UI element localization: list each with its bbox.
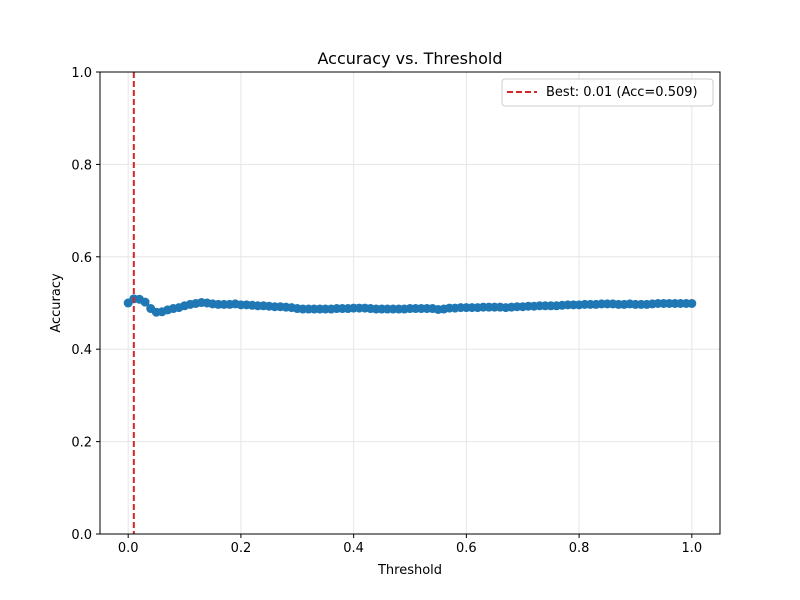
y-tick-label: 0.6	[71, 251, 92, 266]
x-tick-label: 0.6	[456, 541, 477, 556]
x-axis-label: Threshold	[377, 563, 442, 578]
plot-frame	[99, 71, 721, 535]
legend: Best: 0.01 (Acc=0.509)	[501, 78, 714, 107]
y-tick-label: 0.4	[71, 343, 92, 358]
tick-layer: 0.0 0.2 0.4 0.6 0.8 1.0 0.0 0.2 0.4 0.6 0.8 1.0	[71, 66, 702, 556]
x-tick-label: 0.2	[231, 541, 252, 556]
y-tick-label: 0.8	[71, 158, 92, 173]
legend-best-label: Best: 0.01 (Acc=0.509)	[546, 85, 698, 100]
legend-box	[501, 78, 714, 107]
accuracy-data-point	[687, 298, 697, 308]
x-tick-label: 1.0	[681, 541, 702, 556]
y-tick-label: 0.0	[71, 528, 92, 543]
x-tick-label: 0.0	[118, 541, 139, 556]
chart-title: Accuracy vs. Threshold	[318, 49, 503, 68]
plot-layer	[123, 72, 697, 534]
y-axis-label: Accuracy	[49, 273, 64, 333]
y-tick-label: 1.0	[71, 66, 92, 81]
x-tick-label: 0.4	[343, 541, 364, 556]
y-tick-label: 0.2	[71, 436, 92, 451]
accuracy-data-point	[140, 297, 150, 307]
x-tick-label: 0.8	[569, 541, 590, 556]
